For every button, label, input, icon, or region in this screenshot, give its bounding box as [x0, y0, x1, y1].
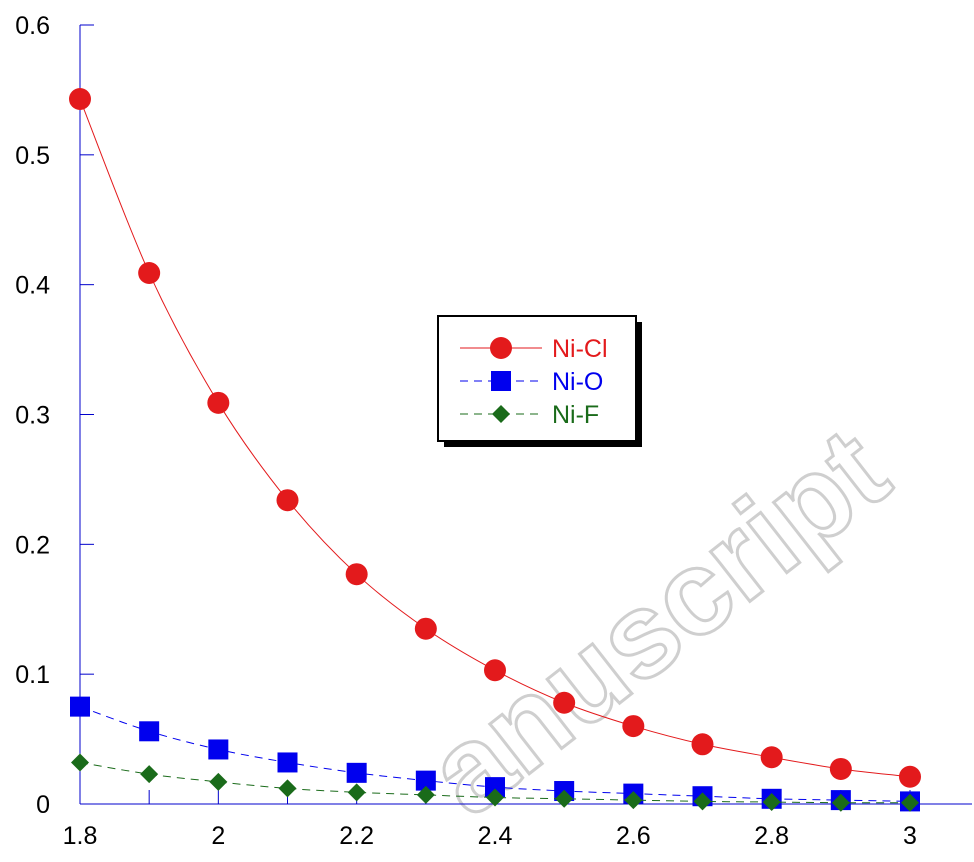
data-point [486, 788, 504, 807]
data-point [209, 772, 228, 791]
data-point [691, 733, 714, 756]
x-tick-label: 2.8 [754, 822, 789, 850]
data-point [278, 779, 297, 798]
series-ni-cl [69, 88, 921, 788]
legend-item: Ni-F [460, 401, 599, 429]
y-tick-label: 0.5 [15, 142, 50, 170]
legend-box [437, 315, 637, 442]
legend-label: Ni-O [552, 368, 603, 396]
y-tick-label: 0.3 [15, 402, 50, 430]
data-point [899, 765, 921, 788]
data-point [555, 789, 574, 808]
data-point [71, 753, 89, 772]
data-point [139, 721, 160, 742]
data-point [553, 691, 576, 714]
data-point [693, 792, 712, 811]
x-tick-label: 2 [211, 822, 225, 850]
x-tick-label: 2.6 [616, 822, 651, 850]
legend-label: Ni-F [552, 401, 599, 429]
data-point [140, 765, 159, 784]
plot-area [69, 88, 921, 812]
data-point [346, 762, 367, 783]
data-point [901, 793, 919, 812]
data-point [485, 777, 505, 798]
legend-label: Ni-Cl [552, 335, 608, 363]
data-point [207, 391, 230, 414]
legend: Ni-Cl Ni-O Ni-F [437, 315, 642, 447]
data-point [138, 261, 161, 284]
x-tick-label: 2.4 [478, 822, 513, 850]
x-tick-label: 1.8 [63, 822, 98, 850]
data-point [416, 785, 435, 804]
series-ni-f [71, 753, 919, 812]
data-point [622, 715, 645, 738]
data-point [829, 757, 852, 780]
data-point [831, 793, 850, 812]
data-point [415, 770, 436, 791]
data-point [70, 696, 90, 717]
legend-marker [492, 405, 510, 423]
data-point [762, 793, 781, 812]
y-tick-label: 0 [36, 791, 50, 819]
x-tick-label: 3 [903, 822, 917, 850]
legend-marker [490, 337, 512, 359]
data-point [414, 617, 437, 640]
data-point [276, 489, 299, 512]
data-point [345, 563, 368, 586]
data-point [69, 88, 91, 111]
x-tick-label: 2.2 [339, 822, 374, 850]
y-tick-label: 0.4 [15, 272, 50, 300]
data-point [208, 739, 229, 760]
legend-item: Ni-O [460, 368, 603, 396]
y-tick-label: 0.2 [15, 531, 50, 559]
y-tick-label: 0.6 [15, 12, 50, 40]
y-tick-label: 0.1 [15, 661, 50, 689]
data-point [624, 791, 643, 810]
legend-marker [491, 371, 511, 391]
data-point [277, 752, 298, 773]
legend-item: Ni-Cl [460, 335, 608, 363]
axes: 0 0.1 0.2 0.3 0.4 0.5 0.6 1.8 2 2.2 2.4 2.6 2.8 3 [15, 12, 972, 850]
data-point [484, 659, 506, 682]
data-point [347, 783, 366, 802]
data-point [760, 746, 783, 769]
